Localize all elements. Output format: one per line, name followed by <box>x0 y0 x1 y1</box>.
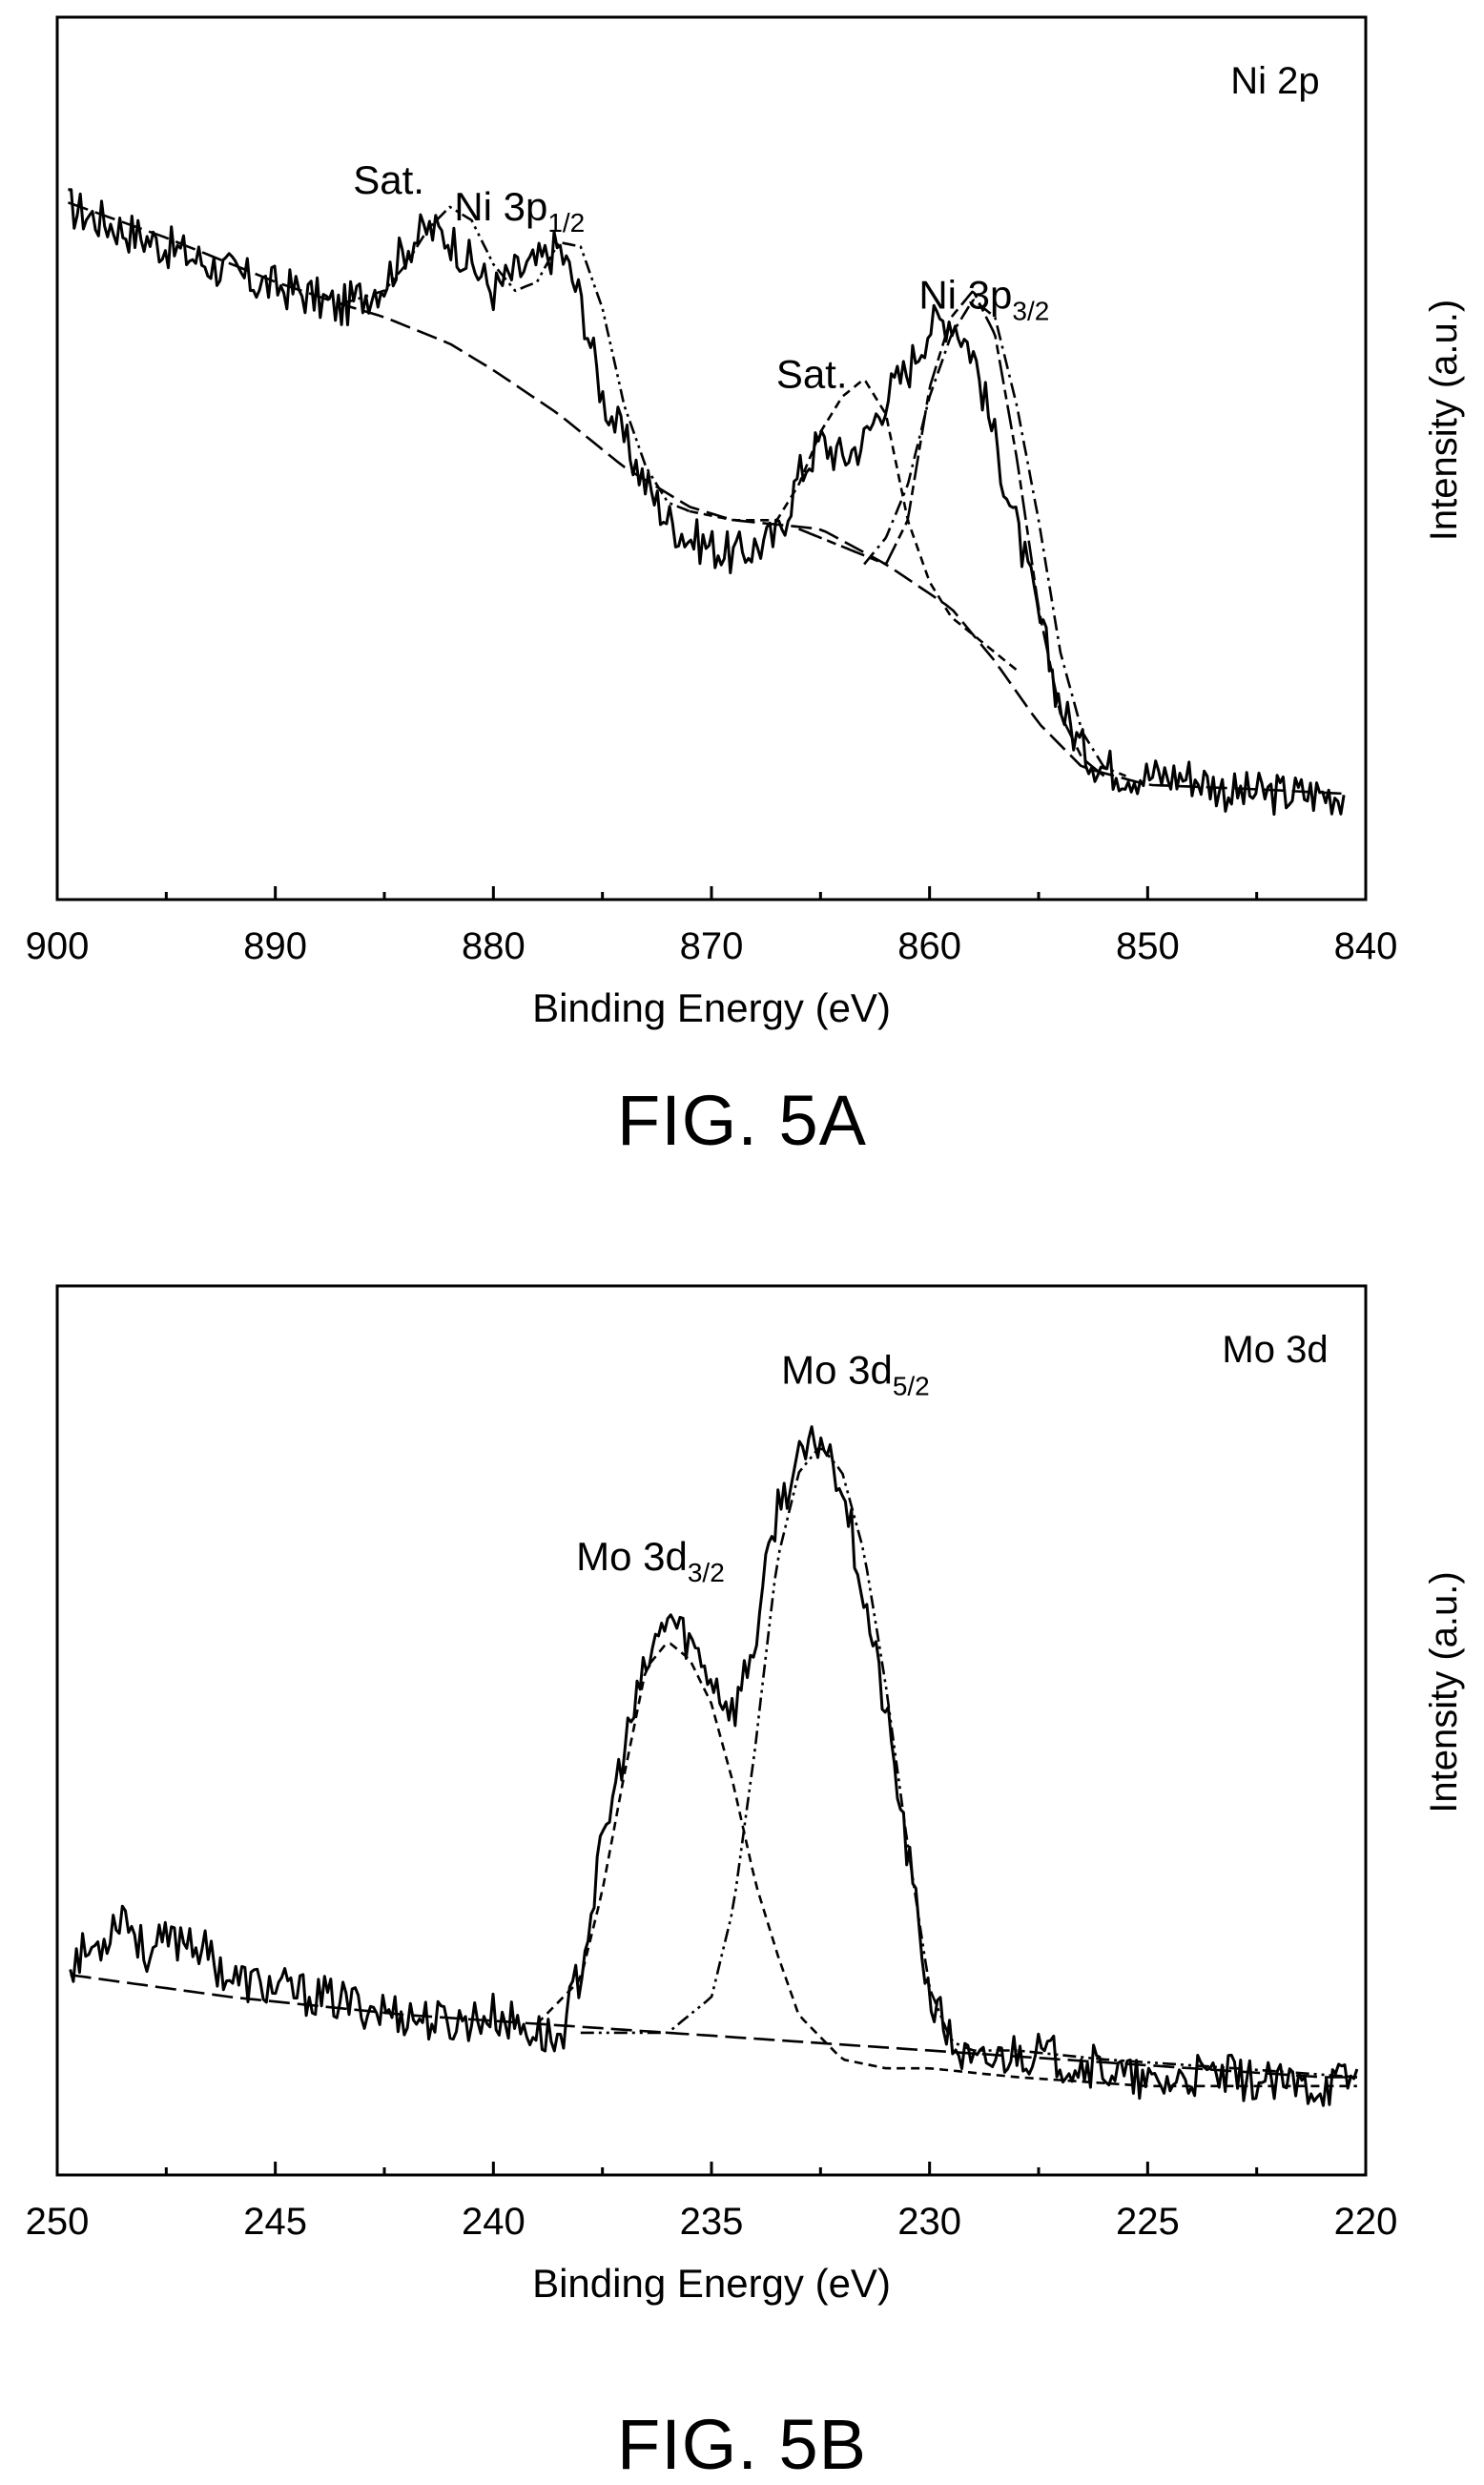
x-tick-label: 225 <box>1116 2201 1180 2243</box>
peak-annotation: Ni 3p1/2 <box>454 184 585 238</box>
series-raw <box>68 188 1346 817</box>
plot-frame <box>55 1284 1368 2177</box>
series-fit-Ni3p1/2-sat <box>340 205 690 513</box>
x-tick-label: 250 <box>26 2201 90 2243</box>
figure-caption: FIG. 5A <box>617 1081 867 1160</box>
x-tick-label: 220 <box>1334 2201 1398 2243</box>
x-tick-label: 850 <box>1116 925 1180 967</box>
peak-annotation: Sat. <box>776 352 848 397</box>
series-background <box>67 201 1345 796</box>
panel-label: Mo 3d <box>1222 1329 1328 1371</box>
y-axis-label: Intensity (a.u.) <box>1423 300 1465 541</box>
x-tick-label: 860 <box>897 925 961 967</box>
x-tick-label: 840 <box>1334 925 1398 967</box>
series-fit-Ni3p3/2 <box>798 290 1105 777</box>
series-background <box>70 1974 1357 2079</box>
peak-annotation: Sat. <box>353 157 424 202</box>
x-tick-label: 890 <box>243 925 307 967</box>
x-axis-label: Binding Energy (eV) <box>532 2261 891 2306</box>
x-tick-label: 870 <box>680 925 744 967</box>
chart-mo-3d: 250 245 240 235 230 225 220 Binding Energy (eV)… <box>26 1284 1465 2306</box>
x-tick-label: 235 <box>680 2201 744 2243</box>
x-tick-label: 230 <box>897 2201 961 2243</box>
chart-ni-2p: 900 890 880 870 860 850 840 Binding Energy (eV)… <box>26 15 1465 1030</box>
peak-annotation: Mo 3d5/2 <box>781 1348 930 1401</box>
peak-annotation: Ni 3p3/2 <box>918 272 1049 325</box>
series-fit-Ni3p3/2-b <box>863 299 1126 777</box>
figure-caption: FIG. 5B <box>617 2405 867 2484</box>
x-tick-label: 240 <box>462 2201 526 2243</box>
figure-5b: 250 245 240 235 230 225 220 Binding Energy (eV)… <box>0 1250 1484 2484</box>
peak-annotation: Mo 3d3/2 <box>576 1534 725 1587</box>
x-tick-label: 880 <box>462 925 526 967</box>
y-axis-label: Intensity (a.u.) <box>1423 1571 1465 1812</box>
series-fit-Mo3d5/2 <box>580 1447 1358 2079</box>
figure-5a: 900 890 880 870 860 850 840 Binding Energy (eV)… <box>0 0 1484 1183</box>
x-axis-label: Binding Energy (eV) <box>532 985 891 1030</box>
plot-frame <box>55 15 1368 901</box>
series-fit-Mo3d3/2 <box>536 1642 1357 2088</box>
panel-label: Ni 2p <box>1230 60 1319 102</box>
x-tick-label: 900 <box>26 925 90 967</box>
series-raw <box>69 1425 1359 2107</box>
x-tick-label: 245 <box>243 2201 307 2243</box>
